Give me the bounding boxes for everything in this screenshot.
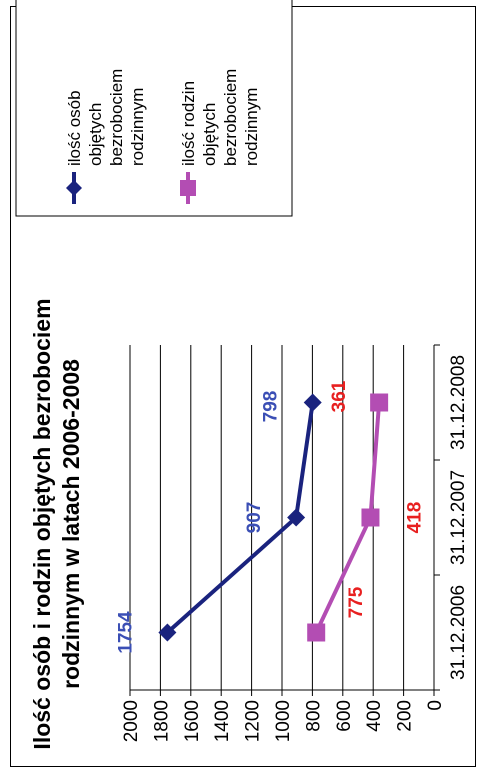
series-1-point <box>287 508 306 527</box>
y-axis: 0 200 400 600 800 1000 1200 1400 1600 1800 2000 <box>121 689 446 742</box>
series-2-data-label: 418 <box>404 502 425 534</box>
series-1-data-label: 798 <box>261 391 282 423</box>
x-tick-label: 31.12.2008 <box>448 355 469 450</box>
legend-label: ilość osób <box>65 90 84 166</box>
series-1-point <box>158 623 177 642</box>
series-2-data-label: 361 <box>329 380 350 412</box>
legend-marker <box>180 180 196 196</box>
y-tick-label: 600 <box>334 700 355 732</box>
series-layer: 1754 907 798 775 418 361 <box>115 380 425 653</box>
series-2-data-label: 775 <box>346 586 367 618</box>
series-1-data-label: 907 <box>244 502 265 534</box>
series-1-data-label: 1754 <box>115 611 136 654</box>
y-tick-label: 1200 <box>243 700 264 742</box>
legend-marker <box>66 180 82 196</box>
series-2-point <box>361 508 380 527</box>
legend-label: bezrobociem <box>107 69 126 166</box>
y-tick-label: 1000 <box>273 700 294 742</box>
legend-label: objętych <box>86 103 105 166</box>
series-1-point <box>303 393 322 412</box>
y-tick-label: 400 <box>364 700 385 732</box>
series-1: 1754 907 798 <box>115 391 322 654</box>
y-tick-label: 0 <box>425 700 446 711</box>
chart-title-line-1: Ilość osób i rodzin objętych bezrobociem <box>29 298 55 749</box>
legend-box <box>15 0 293 217</box>
y-tick-label: 1600 <box>182 700 203 742</box>
legend: ilość osób objętych bezrobociem rodzinnym il… <box>15 0 293 217</box>
y-tick-label: 800 <box>303 700 324 732</box>
legend-label: bezrobociem <box>221 69 240 166</box>
y-tick-label: 200 <box>395 700 416 732</box>
chart-title-line-2: rodzinnym w latach 2006-2008 <box>58 359 84 689</box>
y-tick-label: 1800 <box>151 700 172 742</box>
legend-label: rodzinnym <box>128 88 147 166</box>
legend-label: objętych <box>200 103 219 166</box>
y-tick-label: 1400 <box>212 700 233 742</box>
series-2-point <box>307 623 326 642</box>
legend-label: rodzinnym <box>242 88 261 166</box>
x-axis: 31.12.2006 31.12.2007 31.12.2008 <box>433 344 469 691</box>
series-2-point <box>370 393 389 412</box>
x-tick-label: 31.12.2007 <box>448 470 469 565</box>
y-tick-label: 2000 <box>121 700 142 742</box>
legend-item-1: ilość osób objętych bezrobociem rodzinnym <box>65 69 147 204</box>
legend-item-2: ilość rodzin objętych bezrobociem rodzinnym <box>179 69 261 204</box>
series-2: 775 418 361 <box>307 380 425 642</box>
x-tick-label: 31.12.2006 <box>448 585 469 680</box>
legend-label: ilość rodzin <box>179 81 198 166</box>
